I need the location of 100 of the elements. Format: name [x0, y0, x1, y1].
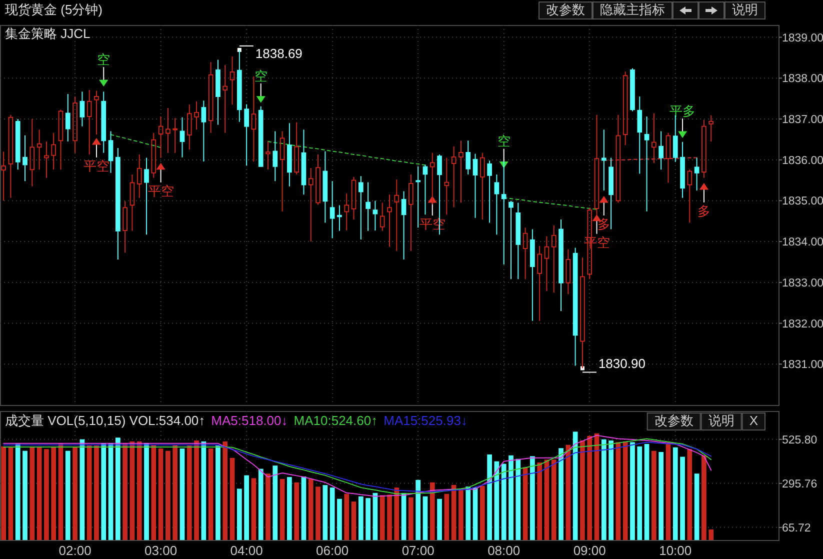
- x-tick-label: 09:00: [573, 543, 606, 558]
- bar: [130, 441, 135, 540]
- bar: [58, 442, 64, 540]
- bar: [680, 456, 685, 540]
- bar: [36, 446, 42, 540]
- bar: [151, 444, 156, 540]
- data-label: 平多: [670, 104, 696, 119]
- bar: [480, 486, 485, 540]
- y-tick-label: 1834.00: [782, 236, 823, 249]
- chart-title: 成交量 VOL(5,10,15) VOL:534.00↑: [5, 413, 206, 428]
- text: 隐藏主指标: [600, 2, 665, 17]
- bar: [608, 440, 614, 540]
- bar: [94, 446, 99, 540]
- chart-title: 现货黄金 (5分钟): [5, 2, 102, 17]
- bar: [537, 462, 542, 540]
- bar: [1, 446, 6, 540]
- bar: [644, 444, 650, 540]
- bar: [501, 464, 506, 540]
- x-tick-label: 03:00: [144, 543, 178, 558]
- bar: [186, 446, 192, 540]
- bar: [166, 450, 170, 540]
- chart-subtitle: 集金策略 JJCL: [5, 26, 90, 41]
- bar: [230, 458, 235, 540]
- bar: [544, 460, 550, 540]
- bar: [551, 460, 556, 540]
- bar: [702, 455, 706, 540]
- bar: [587, 436, 592, 540]
- bar: [708, 529, 714, 540]
- bar: [522, 467, 528, 540]
- bar: [652, 450, 656, 540]
- bar: [487, 454, 492, 540]
- bar: [122, 442, 128, 540]
- bar: [194, 440, 199, 540]
- x-tick-label: 08:00: [488, 543, 520, 558]
- bar: [136, 441, 142, 540]
- y-tick-label: 1833.00: [782, 277, 823, 290]
- bar: [8, 446, 14, 540]
- bar: [236, 488, 242, 540]
- bar: [337, 498, 342, 540]
- annotation: 说明: [708, 413, 734, 428]
- bar: [308, 478, 314, 540]
- bar: [30, 446, 35, 540]
- x-tick-label: 10:00: [659, 543, 692, 558]
- y-tick-label: 1832.00: [782, 318, 823, 330]
- bar: [108, 442, 114, 540]
- bar: [416, 480, 421, 540]
- bar: [72, 446, 78, 540]
- bar: [408, 497, 414, 540]
- bar: [372, 492, 378, 540]
- bar: [672, 447, 678, 540]
- y-tick-label: 1836.00: [782, 154, 823, 167]
- bar: [366, 498, 370, 540]
- y-tick-label: 1839.00: [782, 32, 823, 44]
- y-tick-label: 1831.00: [782, 359, 823, 372]
- text: MA10:524.60↑: [294, 413, 378, 428]
- bar: [422, 496, 428, 540]
- bar: [458, 488, 464, 540]
- bar: [316, 486, 320, 540]
- bar: [601, 439, 606, 540]
- bar: [287, 477, 292, 540]
- data-label: 空: [497, 134, 510, 149]
- point: [600, 196, 608, 203]
- y-tick-label: 1838.00: [782, 73, 823, 86]
- x-tick-label: 06:00: [316, 543, 349, 558]
- bar: [51, 446, 56, 540]
- bar: [180, 448, 185, 540]
- point: [678, 131, 687, 138]
- bar: [580, 440, 585, 540]
- point: [92, 138, 101, 145]
- data-label: 空: [97, 52, 110, 68]
- bar: [516, 458, 521, 540]
- bar: [566, 444, 571, 540]
- bar: [437, 498, 442, 540]
- bar: [201, 441, 206, 540]
- text: 说明: [732, 2, 758, 17]
- bar: [637, 446, 642, 540]
- bar: [508, 455, 514, 540]
- bar: [115, 438, 120, 540]
- x-tick-label: 04:00: [230, 543, 263, 558]
- bar: [622, 441, 628, 540]
- data-label: 平空: [83, 158, 110, 174]
- bar: [301, 476, 306, 540]
- bar: [472, 488, 478, 540]
- bar: [294, 482, 300, 540]
- data-label: 空: [254, 68, 268, 84]
- point: [700, 183, 708, 190]
- bar: [44, 449, 49, 540]
- annotation: X: [749, 413, 758, 428]
- bar: [594, 433, 600, 540]
- bar: [272, 466, 278, 540]
- y-tick-label: 65.72: [782, 522, 811, 534]
- bar: [222, 441, 228, 540]
- bar: [558, 448, 564, 540]
- bar: [280, 478, 285, 540]
- bar: [451, 484, 456, 540]
- bar: [430, 482, 435, 540]
- bar: [101, 442, 106, 540]
- y-tick-label: 525.80: [782, 434, 818, 446]
- bar: [344, 494, 350, 540]
- point: [256, 96, 266, 103]
